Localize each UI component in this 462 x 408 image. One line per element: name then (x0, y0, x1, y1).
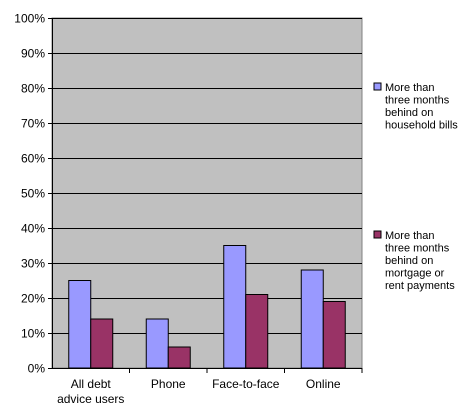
x-category-label: Phone (151, 377, 186, 391)
y-tick-label: 70% (21, 117, 45, 131)
y-tick-label: 100% (14, 12, 45, 26)
legend-swatch (373, 82, 382, 91)
legend-label: behind on (385, 255, 433, 267)
legend-label: More than (385, 230, 435, 242)
legend-label: household bills (385, 120, 458, 132)
y-tick-label: 80% (21, 82, 45, 96)
y-tick-label: 40% (21, 222, 45, 236)
bar (145, 318, 169, 369)
legend-label: rent payments (385, 280, 455, 292)
y-tick-label: 50% (21, 187, 45, 201)
bar (322, 301, 346, 369)
bar (223, 245, 247, 369)
legend-label: three months (385, 243, 450, 255)
legend-label: More than (385, 82, 435, 94)
x-category-label: Online (306, 377, 341, 391)
y-tick-label: 0% (28, 362, 46, 376)
legend-label: behind on (385, 107, 433, 119)
y-tick-label: 10% (21, 327, 45, 341)
y-tick-label: 90% (21, 47, 45, 61)
bar (167, 346, 191, 369)
y-tick-label: 30% (21, 257, 45, 271)
legend-swatch (373, 230, 382, 239)
legend-label: mortgage or (385, 268, 445, 280)
x-category-label: advice users (57, 392, 124, 406)
x-category-label: Face-to-face (212, 377, 280, 391)
bar (300, 269, 324, 369)
y-tick-label: 20% (21, 292, 45, 306)
bar (68, 280, 92, 369)
x-category-label: All debt (71, 377, 112, 391)
bar (245, 294, 269, 369)
y-tick-label: 60% (21, 152, 45, 166)
legend-label: three months (385, 95, 450, 107)
bar (90, 318, 114, 369)
